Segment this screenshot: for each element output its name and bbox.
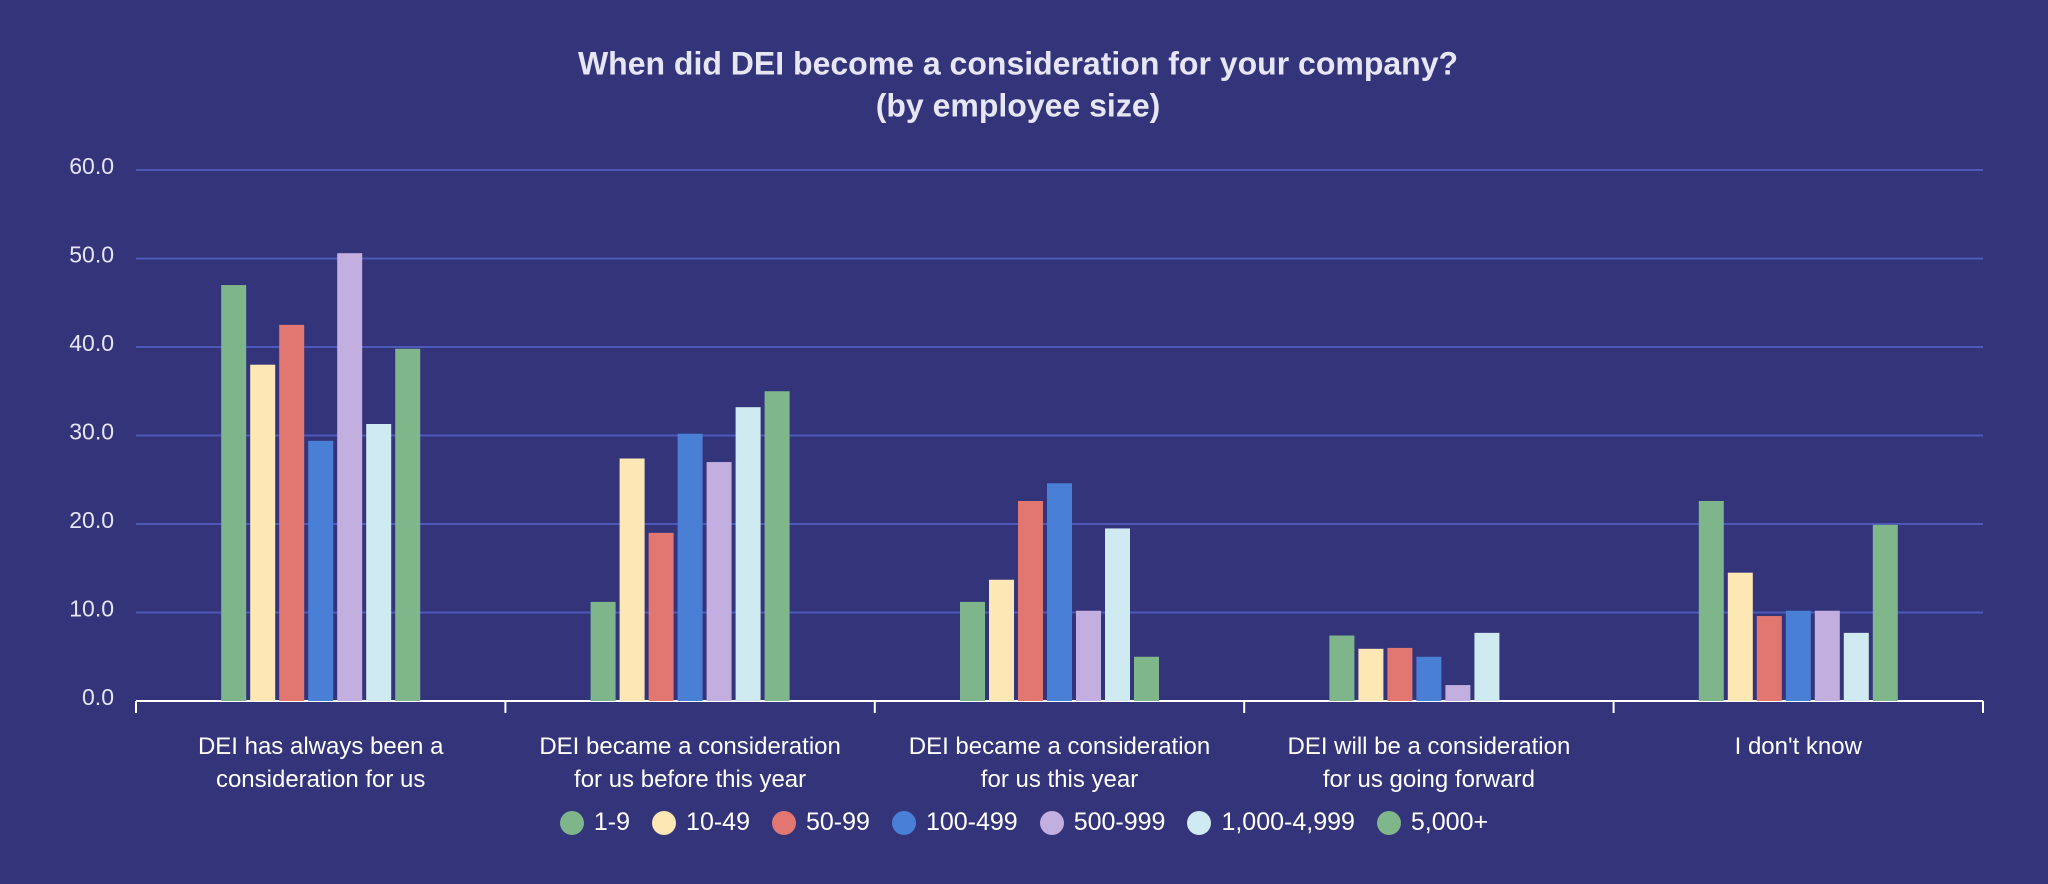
bar	[619, 458, 645, 701]
bar	[1047, 483, 1072, 701]
bar	[1134, 656, 1159, 701]
y-tick-label: 0.0	[82, 684, 114, 710]
bar	[1727, 572, 1753, 701]
legend-swatch	[891, 810, 916, 835]
bar	[735, 407, 761, 701]
bar	[308, 440, 334, 701]
legend-item: 1-9	[559, 808, 631, 837]
bar	[960, 601, 985, 701]
chart-title: When did DEI become a consideration for …	[578, 45, 1458, 81]
legend-label: 50-99	[806, 808, 870, 836]
bar	[1814, 610, 1840, 701]
bar	[677, 433, 703, 701]
chart-subtitle: (by employee size)	[876, 87, 1161, 123]
x-tick-label: DEI became a consideration for us this y…	[908, 733, 1211, 793]
bar	[1105, 528, 1130, 701]
legend-swatch	[1376, 810, 1401, 835]
legend-swatch	[772, 810, 796, 835]
bar	[366, 423, 392, 701]
bar	[1018, 500, 1043, 701]
x-tick-label: DEI will be a consideration for us going…	[1287, 733, 1571, 793]
bar	[590, 601, 616, 701]
legend-label: 1-9	[593, 808, 631, 836]
bar	[1756, 616, 1782, 701]
legend-item: 500-999	[1039, 808, 1166, 837]
bar	[337, 253, 363, 701]
bar	[1872, 524, 1898, 701]
bar	[1076, 610, 1101, 701]
legend-swatch	[1187, 810, 1212, 835]
legend-label: 10-49	[686, 808, 750, 836]
bar	[250, 364, 276, 701]
legend-label: 1,000-4,999	[1221, 808, 1355, 836]
legend-item: 100-499	[891, 808, 1018, 837]
y-tick-label: 30.0	[69, 419, 114, 445]
bar	[1358, 648, 1384, 701]
bar	[1329, 635, 1355, 701]
bar	[279, 324, 305, 701]
y-tick-label: 20.0	[69, 507, 114, 533]
x-tick-label: DEI has always been a consideration for …	[197, 733, 444, 793]
y-tick-label: 10.0	[69, 596, 114, 622]
bar	[1445, 685, 1471, 701]
legend-swatch	[652, 810, 677, 835]
bar	[648, 532, 674, 701]
bar	[1698, 500, 1724, 701]
bar	[1843, 632, 1869, 701]
bar	[395, 348, 421, 701]
legend-item: 50-99	[772, 808, 870, 837]
legend-label: 100-499	[925, 808, 1018, 836]
bar	[1785, 610, 1811, 701]
legend-swatch	[1039, 810, 1064, 835]
y-tick-label: 40.0	[69, 330, 114, 356]
legend-label: 500-999	[1073, 808, 1166, 836]
bar	[221, 285, 247, 701]
legend: 1-9 10-49 50-99 100-499 500-999 1,000-4,999 5,…	[0, 808, 2048, 837]
legend-label: 5,000+	[1410, 808, 1489, 836]
legend-item: 5,000+	[1376, 808, 1489, 837]
bar	[1416, 656, 1442, 701]
bar	[764, 391, 790, 701]
x-tick-label: I don't know	[1734, 733, 1862, 760]
x-tick-label: DEI became a consideration for us before…	[539, 733, 841, 793]
legend-item: 10-49	[652, 808, 750, 837]
bar	[989, 579, 1014, 701]
legend-swatch	[559, 810, 584, 835]
legend-item: 1,000-4,999	[1187, 808, 1355, 837]
y-tick-label: 50.0	[69, 242, 114, 268]
bar	[1474, 632, 1500, 701]
bar	[706, 462, 732, 701]
bar	[1387, 647, 1413, 701]
y-tick-label: 60.0	[69, 153, 114, 179]
